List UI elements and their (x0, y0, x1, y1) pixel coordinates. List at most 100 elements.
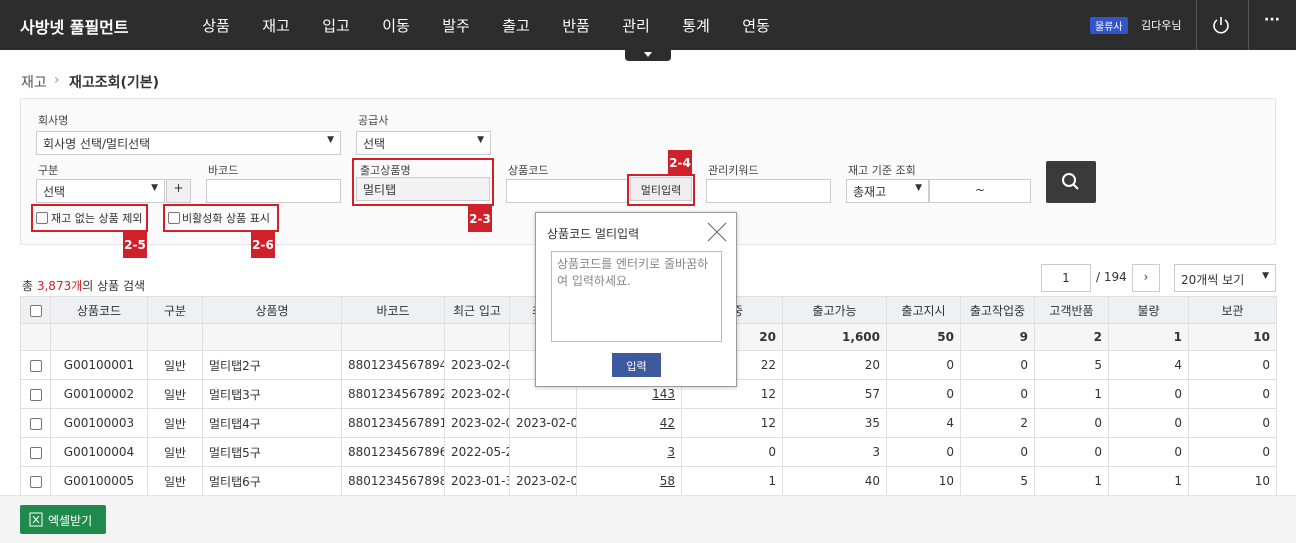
stock-link[interactable]: 58 (659, 474, 675, 488)
search-button[interactable] (1046, 161, 1096, 203)
user-name[interactable]: 김다우님 (1141, 19, 1182, 32)
top-bar: 사방넷 풀필먼트 상품 재고 입고 이동 발주 출고 반품 관리 통계 연동 물류사 김다우님 ·… (0, 0, 1296, 50)
cell-text: 1 (768, 474, 776, 488)
nav-item[interactable]: 통계 (682, 17, 710, 35)
select-value: 20개씩 보기 (1181, 273, 1245, 287)
select-value: 선택 (43, 185, 66, 199)
breadcrumb-item[interactable]: 재고 (21, 75, 47, 91)
checkbox[interactable] (29, 446, 42, 459)
stock-link[interactable]: 42 (659, 416, 675, 430)
cell-text: 멀티탭4구 (209, 416, 261, 431)
multi-input-popup: 상품코드 멀티입력 상품코드를 엔터키로 줄바꿈하여 입력하세요. 입력 (535, 212, 737, 387)
cell-text: 2023-02-02 (451, 358, 509, 372)
checkbox[interactable] (29, 304, 42, 317)
submit-button[interactable]: 입력 (612, 353, 661, 377)
header-cell: 고객반품 (1034, 296, 1109, 324)
cell-text: 12 (760, 387, 776, 401)
nav-item[interactable]: 관리 (622, 17, 650, 35)
excel-button[interactable]: 엑셀받기 (20, 505, 106, 534)
cell: 0 (1188, 437, 1277, 467)
cell-text: 40 (864, 474, 880, 488)
company-select[interactable]: 회사명 선택/멀티선택 ▼ (36, 131, 341, 155)
cell-text: 4 (946, 416, 954, 430)
cell: 20 (782, 350, 887, 380)
nav-item[interactable]: 반품 (562, 17, 590, 35)
stock-link[interactable]: 3 (667, 445, 675, 459)
cell: 0 (886, 379, 961, 409)
power-icon[interactable] (1212, 16, 1230, 34)
cell-text: 0 (1020, 387, 1028, 401)
select-value: 회사명 선택/멀티선택 (43, 137, 151, 151)
nav-item[interactable]: 입고 (322, 17, 350, 35)
nav-item[interactable]: 출고 (502, 17, 530, 35)
data-row: G00100003 일반 멀티탭4구 8801234567891 2023-02-03 2… (20, 408, 1277, 438)
cell: 0 (1108, 379, 1189, 409)
supplier-select[interactable]: 선택 ▼ (356, 131, 491, 155)
cell-text: 57 (864, 387, 880, 401)
code-textarea[interactable]: 상품코드를 엔터키로 줄바꿈하여 입력하세요. (551, 251, 722, 342)
cell: 8801234567896 (341, 437, 445, 467)
cell: 10 (886, 466, 961, 496)
cell (20, 408, 51, 438)
cell: 0 (886, 350, 961, 380)
checkbox[interactable] (29, 359, 42, 372)
result-summary: 총 3,873개의 상품 검색 (22, 277, 145, 294)
cell-text: 일반 (163, 358, 187, 373)
add-button[interactable]: + (166, 179, 191, 203)
cell-text: 일반 (163, 474, 187, 489)
collapse-tab[interactable] (625, 50, 671, 61)
excel-icon (29, 512, 43, 527)
cell: 2022-05-27 (444, 437, 510, 467)
nav-item[interactable]: 상품 (202, 17, 230, 35)
header-cell: 출고가능 (782, 296, 887, 324)
cell (20, 350, 51, 380)
cell (20, 466, 51, 496)
checkbox[interactable] (29, 475, 42, 488)
label: 공급사 (358, 114, 389, 127)
total-cell: 1 (1108, 323, 1189, 351)
footer-bar (0, 495, 1296, 543)
nav-item[interactable]: 재고 (262, 17, 290, 35)
multi-input-button[interactable]: 멀티입력 (630, 177, 692, 201)
page-input[interactable]: 1 (1041, 264, 1091, 292)
code-input[interactable] (506, 179, 628, 203)
checkbox[interactable] (29, 388, 42, 401)
range-input[interactable]: ~ (929, 179, 1031, 203)
cell-text: 0 (1020, 445, 1028, 459)
barcode-input[interactable] (206, 179, 341, 203)
cell-text: 1 (1174, 474, 1182, 488)
checkbox[interactable] (29, 417, 42, 430)
label: 구분 (38, 164, 59, 177)
keyword-input[interactable] (706, 179, 831, 203)
nav-item[interactable]: 연동 (742, 17, 770, 35)
annotation: 2-6 (251, 232, 275, 258)
cell: G00100001 (50, 350, 148, 380)
nav-item[interactable]: 이동 (382, 17, 410, 35)
cell: 3 (576, 437, 682, 467)
total-cell: 50 (886, 323, 961, 351)
divider (1196, 0, 1197, 50)
cell-text: 일반 (163, 387, 187, 402)
type-select[interactable]: 선택 ▼ (36, 179, 165, 203)
next-page[interactable]: › (1132, 264, 1160, 292)
checkbox[interactable] (168, 212, 180, 224)
total-cell (444, 323, 510, 351)
cell: 2023-02-09 (509, 466, 577, 496)
total-cell: 2 (1034, 323, 1109, 351)
close-button[interactable] (706, 221, 728, 243)
cell-text: 2022-05-27 (451, 445, 509, 459)
breadcrumb-current: 재고조회(기본) (69, 75, 160, 91)
cell: 4 (886, 408, 961, 438)
name-input[interactable]: 멀티탭 (356, 177, 490, 201)
per-page-select[interactable]: 20개씩 보기 ▼ (1174, 264, 1276, 292)
stock-link[interactable]: 143 (652, 387, 675, 401)
cell: 8801234567891 (341, 408, 445, 438)
more-icon[interactable]: ··· (1264, 12, 1280, 28)
logo[interactable]: 사방넷 풀필먼트 (20, 18, 129, 37)
cell: 1 (1034, 466, 1109, 496)
label: 상품코드 (508, 164, 549, 177)
stock-select[interactable]: 총재고 ▼ (846, 179, 929, 203)
nav-item[interactable]: 발주 (442, 17, 470, 35)
checkbox[interactable] (36, 212, 48, 224)
